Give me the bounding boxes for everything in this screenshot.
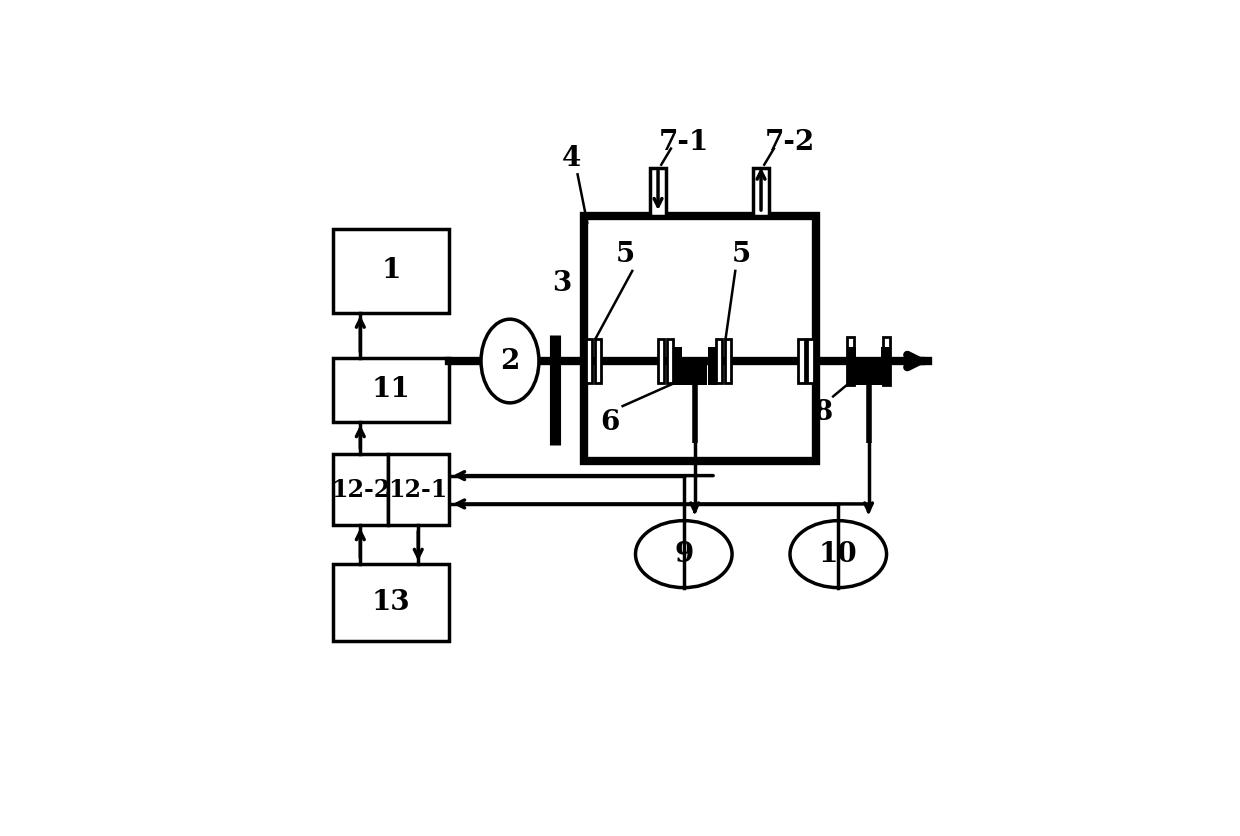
- Text: 12-2: 12-2: [331, 477, 389, 502]
- Bar: [883, 337, 890, 385]
- Bar: [882, 347, 890, 385]
- Text: 5: 5: [732, 242, 751, 268]
- Bar: [799, 339, 805, 383]
- Bar: [334, 563, 449, 641]
- Bar: [807, 339, 813, 383]
- Text: 10: 10: [818, 541, 858, 568]
- Text: 3: 3: [552, 270, 572, 298]
- Text: 7-2: 7-2: [765, 129, 815, 155]
- Bar: [715, 339, 723, 383]
- Text: 8: 8: [813, 399, 833, 426]
- Text: 7-1: 7-1: [658, 129, 709, 155]
- Ellipse shape: [790, 521, 887, 588]
- Bar: [334, 358, 449, 422]
- Text: 1: 1: [381, 257, 401, 284]
- Bar: [587, 339, 593, 383]
- Text: 2: 2: [500, 348, 520, 375]
- Bar: [673, 347, 682, 385]
- Text: 6: 6: [600, 409, 620, 436]
- Text: 5: 5: [616, 242, 635, 268]
- Bar: [682, 361, 707, 385]
- Text: 12-1: 12-1: [388, 477, 448, 502]
- Bar: [708, 347, 717, 385]
- Bar: [753, 168, 769, 217]
- Bar: [725, 339, 732, 383]
- Bar: [658, 339, 665, 383]
- Bar: [334, 229, 449, 313]
- Bar: [584, 217, 816, 461]
- Text: 11: 11: [372, 376, 410, 404]
- Bar: [857, 361, 880, 385]
- Bar: [595, 339, 601, 383]
- Ellipse shape: [635, 521, 732, 588]
- Bar: [847, 337, 853, 385]
- Ellipse shape: [481, 319, 539, 403]
- Bar: [847, 347, 856, 385]
- Bar: [388, 455, 449, 525]
- Bar: [334, 455, 388, 525]
- Text: 9: 9: [675, 541, 693, 568]
- Bar: [650, 168, 666, 217]
- Bar: [667, 339, 673, 383]
- Text: 4: 4: [562, 145, 580, 171]
- Text: 13: 13: [372, 589, 410, 616]
